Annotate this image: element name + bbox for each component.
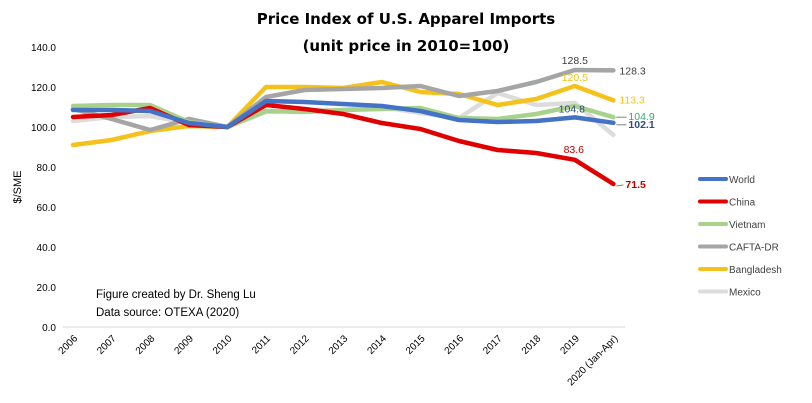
source-note: Data source: OTEXA (2020) <box>96 307 239 319</box>
x-tick-label: 2010 <box>211 333 235 357</box>
x-tick-label: 2012 <box>288 333 312 357</box>
legend-item-label: Bangladesh <box>729 265 782 276</box>
y-tick-label: 80.0 <box>37 163 57 174</box>
y-tick-label: 140.0 <box>31 43 56 54</box>
credit-note: Figure created by Dr. Sheng Lu <box>96 289 256 301</box>
data-label: 102.1 <box>628 119 654 131</box>
y-tick-label: 40.0 <box>37 243 57 254</box>
chart-subtitle: (unit price in 2010=100) <box>303 37 510 55</box>
y-tick-label: 60.0 <box>37 203 57 214</box>
x-tick-label: 2008 <box>134 333 158 357</box>
data-label: 128.5 <box>562 55 588 67</box>
legend-item-label: Vietnam <box>729 220 766 231</box>
x-tick-label: 2009 <box>172 333 196 357</box>
data-label-leader <box>616 184 624 187</box>
data-label: 104.8 <box>559 103 585 115</box>
chart-title: Price Index of U.S. Apparel Imports <box>257 10 556 28</box>
data-label: 71.5 <box>625 179 646 191</box>
x-tick-label: 2019 <box>558 333 582 357</box>
x-tick-label: 2015 <box>404 333 428 357</box>
data-label: 104.9 <box>628 111 654 123</box>
y-axis-label: $/SME <box>12 170 24 203</box>
x-tick-label: 2011 <box>250 333 273 356</box>
y-tick-label: 20.0 <box>37 283 57 294</box>
x-tick-label: 2013 <box>327 333 351 357</box>
data-label: 83.6 <box>564 144 585 156</box>
x-tick-label: 2006 <box>57 333 81 357</box>
legend-item-label: China <box>729 198 756 209</box>
legend-item-label: Mexico <box>729 288 761 299</box>
legend-item-label: CAFTA-DR <box>729 243 779 254</box>
data-label: 128.3 <box>619 65 645 77</box>
data-label: 120.5 <box>562 72 588 84</box>
y-tick-label: 0.0 <box>42 323 56 334</box>
x-tick-label: 2014 <box>365 333 389 357</box>
data-label: 113.3 <box>619 94 645 106</box>
legend-item-label: World <box>729 175 755 186</box>
x-tick-label: 2007 <box>95 333 119 357</box>
x-tick-label: 2017 <box>481 333 505 357</box>
x-tick-label: 2016 <box>443 333 467 357</box>
y-tick-label: 120.0 <box>31 83 56 94</box>
x-tick-label: 2018 <box>520 333 544 357</box>
y-tick-label: 100.0 <box>31 123 56 134</box>
legend: World China Vietnam CAFTA-DR Bangladesh Mexic… <box>698 175 782 299</box>
